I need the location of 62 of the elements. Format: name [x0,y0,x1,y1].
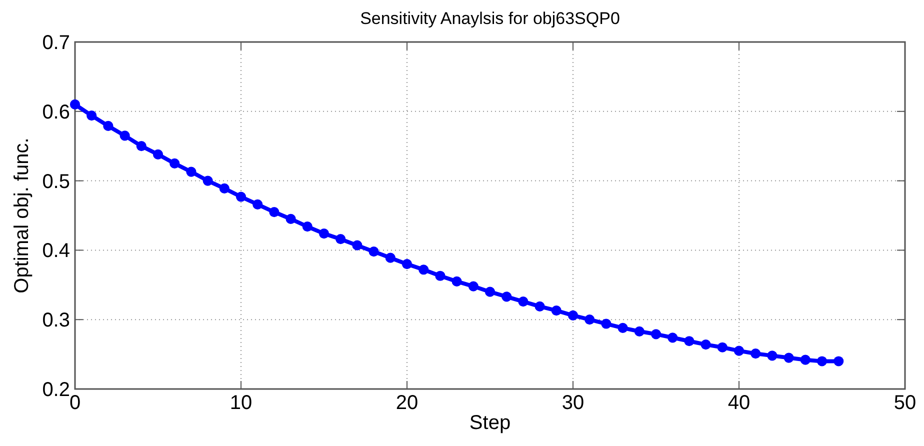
point [784,352,794,363]
point [502,292,512,302]
point [435,270,446,281]
point [186,166,196,177]
point [568,310,578,320]
point [800,354,810,365]
point [269,206,280,218]
x-tick-label: 50 [894,392,916,414]
y-tick-label: 0.3 [42,310,70,332]
y-tick-label: 0.6 [42,101,70,124]
point [236,192,246,202]
point [750,348,761,359]
point [252,199,263,210]
y-tick-label: 0.2 [42,379,70,401]
x-tick-label: 10 [230,392,252,414]
y-tick-label: 0.4 [42,240,70,262]
point [601,318,612,329]
point [816,356,828,366]
point [551,306,562,316]
y-tick-label: 0.7 [42,32,70,54]
x-tick-label: 40 [728,392,750,414]
x-tick-label: 0 [69,392,81,414]
point [484,286,496,297]
point [767,350,778,361]
chart-title: Sensitivity Anaylsis for obj63SQP0 [360,9,620,28]
point [717,342,728,352]
point [352,240,362,250]
point [286,214,296,224]
point [70,99,80,110]
point [734,346,744,356]
point [318,228,330,239]
point [120,130,130,141]
point [368,246,379,257]
point [302,222,312,232]
point [136,141,146,152]
point [402,259,412,270]
point [834,356,844,366]
y-tick-label: 0.5 [42,170,70,193]
x-tick-label: 20 [396,392,418,414]
point [518,296,528,307]
point [418,264,429,275]
point [103,120,114,132]
point [452,276,462,286]
point [634,326,644,336]
point [650,329,662,340]
point [700,340,711,350]
point [86,110,97,121]
point [668,332,678,343]
point [219,183,230,194]
x-axis-title: Step [469,412,511,434]
x-tick-label: 30 [562,392,584,414]
point [385,252,396,263]
point [534,301,545,312]
point [684,336,694,346]
point [618,322,628,333]
point [336,234,346,244]
point [170,158,180,168]
point [468,281,478,292]
point [584,314,595,325]
point [152,149,164,160]
y-axis-title: Optimal obj. func. [11,138,33,294]
point [202,176,213,186]
